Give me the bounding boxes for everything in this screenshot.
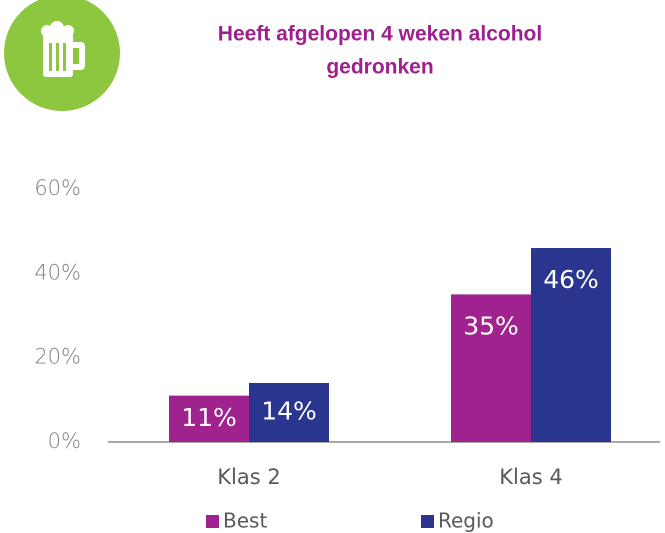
y-tick-label: 60% [34, 176, 81, 200]
value-label: 11% [181, 403, 237, 432]
bar [249, 382, 329, 442]
chart-title: gedronken [326, 56, 433, 79]
legend-swatch [206, 515, 219, 528]
legend-label: Regio [438, 509, 494, 533]
y-tick-label: 20% [34, 345, 81, 369]
chart-title: Heeft afgelopen 4 weken alcohol [218, 23, 542, 46]
value-label: 46% [543, 265, 599, 294]
x-tick-label: Klas 4 [499, 465, 562, 489]
legend-swatch [421, 515, 434, 528]
bar [451, 294, 531, 442]
y-tick-label: 40% [34, 260, 81, 284]
bar [531, 248, 611, 442]
x-tick-label: Klas 2 [217, 465, 280, 489]
value-label: 35% [463, 311, 519, 340]
bar [169, 395, 249, 442]
y-tick-label: 0% [48, 429, 81, 453]
value-label: 14% [261, 396, 317, 425]
icon [4, 0, 120, 111]
legend-label: Best [223, 509, 267, 533]
